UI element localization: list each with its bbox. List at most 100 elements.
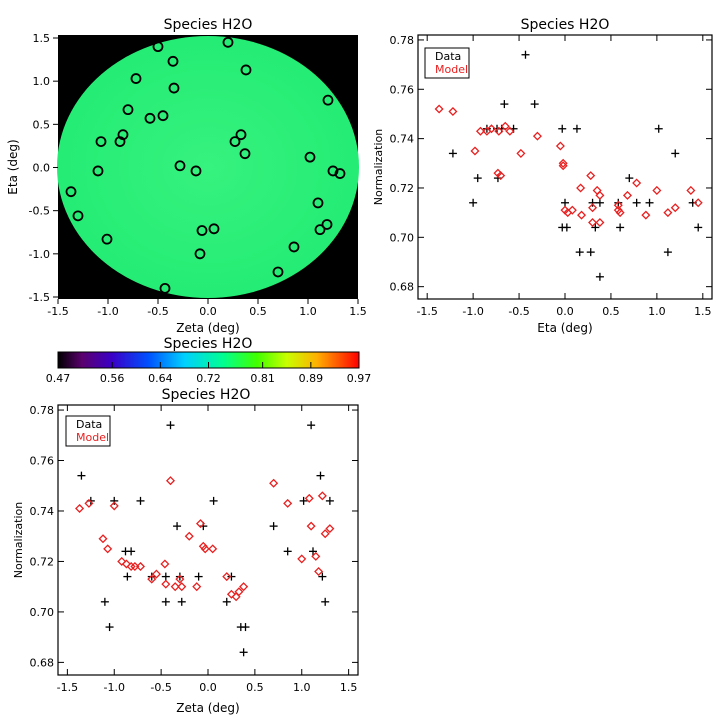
panel-map: Species H2O -1.5 -1.0 -0.5 0.0 0.5 1.0 1.5 -1.… (6, 17, 367, 335)
map-sample-point (130, 73, 142, 84)
map-sample-point (168, 82, 180, 94)
zeta-xtick-label: 1.5 (340, 681, 358, 694)
map-sample-point (194, 248, 206, 260)
zeta-model-point (121, 559, 131, 569)
eta-model-point (505, 126, 515, 136)
panel-eta: Species H2O -1.5 -1.0 -0.5 0.0 0.5 1.0 1.5 0.68… (372, 17, 713, 335)
eta-data-point (614, 198, 623, 207)
eta-model-point (588, 217, 598, 228)
eta-xtick-label: 1.0 (648, 305, 666, 318)
zeta-model-point (306, 521, 316, 531)
colorbar-tick-label: 0.89 (299, 372, 324, 385)
colorbar-tick-label: 0.81 (250, 372, 275, 385)
map-sample-point (327, 165, 339, 177)
eta-data-point (572, 124, 581, 133)
map-sample-point (152, 41, 164, 53)
zeta-data-point (316, 471, 325, 480)
eta-ytick-label: 0.76 (390, 83, 415, 96)
map-xlabel: Zeta (deg) (176, 321, 239, 335)
eta-data-point (595, 272, 604, 281)
panel-zeta: Species H2O -1.5 -1.0 -0.5 0.0 0.5 1.0 1.5 0.68… (12, 387, 359, 715)
zeta-model-point (195, 519, 206, 529)
eta-model-point (448, 106, 458, 117)
eta-data-point (632, 198, 641, 207)
zeta-ytick-label: 0.72 (30, 555, 55, 568)
map-sample-point (144, 112, 156, 124)
zeta-data-point (227, 572, 236, 581)
map-xtick-label: -1.0 (97, 305, 118, 318)
eta-xtick-label: -1.5 (416, 305, 437, 318)
map-ytick-label: 1.0 (33, 75, 51, 88)
map-sample-point (222, 36, 234, 48)
eta-data-point (663, 248, 672, 257)
zeta-data-point (321, 597, 330, 606)
eta-model-point (663, 208, 673, 218)
eta-model-point (576, 183, 586, 193)
eta-model-point (595, 217, 605, 228)
map-sample-point (288, 241, 300, 253)
map-sample-point (95, 136, 107, 148)
eta-data-point (521, 50, 530, 59)
zeta-model-point (177, 582, 187, 592)
zeta-model-point (317, 491, 327, 501)
zeta-data-point (318, 572, 327, 581)
zeta-data-point (161, 597, 170, 606)
eta-data-point (625, 174, 634, 183)
map-ytick-label: 0.5 (33, 118, 51, 131)
eta-data-point (595, 198, 604, 207)
eta-model-point (500, 121, 510, 131)
zeta-plot-ylabel: Normalization (12, 502, 25, 578)
map-xtick-label: -0.5 (147, 305, 168, 318)
zeta-model-point (192, 582, 202, 592)
zeta-xtick-label: 1.0 (293, 681, 311, 694)
map-sample-point (167, 55, 179, 67)
eta-model-point (613, 200, 623, 210)
zeta-model-point (75, 503, 85, 513)
map-sample-point (72, 210, 84, 222)
zeta-data-point (241, 623, 250, 632)
zeta-ytick-label: 0.78 (30, 404, 55, 417)
eta-data-point (671, 149, 680, 158)
zeta-data-point (307, 421, 316, 430)
map-sample-point (229, 136, 241, 148)
eta-legend-data: Data (435, 50, 461, 63)
eta-model-point (567, 205, 577, 215)
zeta-model-point (109, 501, 119, 511)
zeta-xtick-label: -1.5 (57, 681, 78, 694)
colorbar-title: Species H2O (164, 336, 253, 352)
eta-data-point (448, 149, 457, 158)
zeta-data-point (136, 496, 145, 505)
eta-model-point (434, 104, 444, 114)
zeta-xtick-label: 0.0 (199, 681, 217, 694)
map-sample-point (101, 233, 113, 245)
zeta-model-point (126, 561, 136, 572)
zeta-data-point (209, 496, 218, 505)
zeta-model-point (314, 567, 324, 577)
zeta-data-point (127, 547, 136, 556)
eta-data-point (473, 174, 482, 183)
eta-data-point (588, 198, 597, 207)
eta-model-point (532, 131, 542, 141)
map-xtick-label: -1.5 (47, 305, 68, 318)
zeta-data-point (269, 522, 278, 531)
eta-data-point (586, 248, 595, 257)
eta-legend-model: Model (435, 63, 468, 76)
eta-model-point (558, 161, 568, 171)
map-sample-point (240, 64, 252, 76)
zeta-model-point (208, 544, 218, 554)
zeta-ytick-label: 0.76 (30, 455, 55, 468)
map-ytick-label: 0.0 (33, 162, 51, 175)
map-field-circle (57, 36, 359, 298)
zeta-data-point (194, 572, 203, 581)
map-sample-point (208, 223, 220, 235)
zeta-plot-title: Species H2O (162, 387, 251, 403)
eta-data-point (562, 223, 571, 232)
eta-data-point (645, 198, 654, 207)
map-sample-point (122, 104, 134, 116)
zeta-model-point (184, 531, 194, 541)
eta-xtick-label: 0.0 (556, 305, 574, 318)
eta-plot-xlabel: Eta (deg) (537, 321, 592, 335)
map-sample-point (314, 224, 326, 236)
zeta-data-point (110, 496, 119, 505)
